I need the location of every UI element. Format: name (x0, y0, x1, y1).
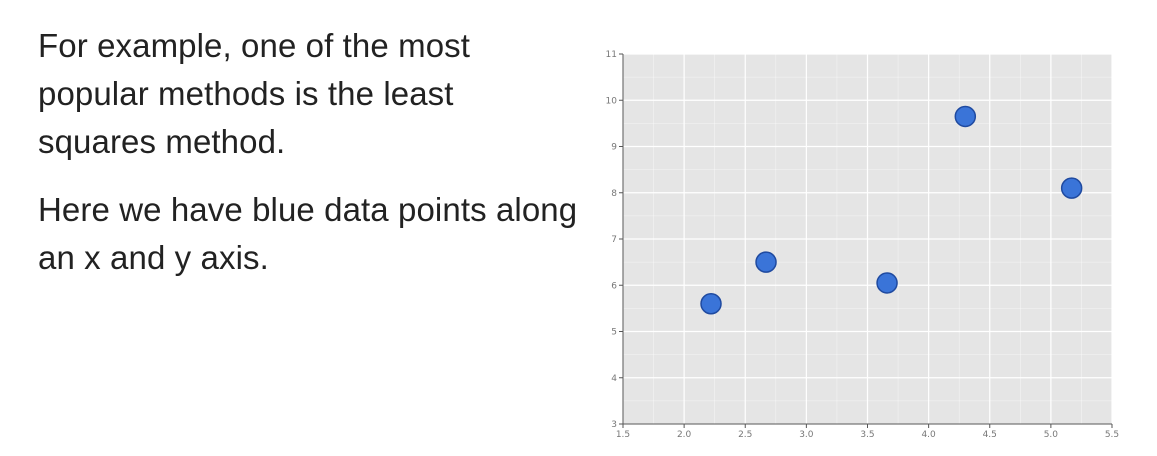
x-tick-label: 2.0 (677, 430, 692, 440)
data-point (954, 105, 977, 128)
y-tick-label: 6 (611, 281, 617, 291)
data-point (876, 272, 898, 294)
y-tick-label: 8 (611, 189, 617, 199)
x-tick-label: 4.5 (983, 430, 997, 440)
paragraph-least-squares: For example, one of the most popular met… (38, 27, 471, 160)
y-tick-label: 9 (611, 143, 617, 153)
y-tick-label: 3 (611, 420, 617, 430)
data-point (1060, 177, 1083, 199)
slide-text: For example, one of the most popular met… (38, 22, 578, 302)
tick-labels: 1.5 2.0 2.5 3.0 3.5 4.0 4.5 5.0 5.5 3 4 5 6 7 8 9 10 11 (606, 50, 1120, 440)
x-tick-label: 4.0 (921, 430, 936, 440)
y-tick-label: 4 (611, 374, 617, 384)
data-points (700, 105, 1083, 315)
y-tick-label: 11 (606, 50, 617, 60)
scatter-chart: 1.5 2.0 2.5 3.0 3.5 4.0 4.5 5.0 5.5 3 4 5 6 7 8 9 10 11 (590, 40, 1130, 450)
axes (619, 53, 1113, 428)
data-point (755, 251, 777, 273)
paragraph-blue-points: Here we have blue data points along an x… (38, 191, 578, 276)
y-tick-label: 10 (606, 96, 618, 106)
x-tick-label: 5.5 (1105, 430, 1119, 440)
x-tick-label: 5.0 (1044, 430, 1059, 440)
scatter-chart-svg: 1.5 2.0 2.5 3.0 3.5 4.0 4.5 5.0 5.5 3 4 5 6 7 8 9 10 11 (606, 50, 1120, 440)
x-tick-label: 1.5 (616, 430, 630, 440)
y-tick-label: 7 (611, 235, 617, 245)
x-tick-label: 3.5 (860, 430, 874, 440)
x-tick-label: 3.0 (799, 430, 814, 440)
y-tick-label: 5 (611, 328, 617, 338)
x-tick-label: 2.5 (738, 430, 752, 440)
data-point (700, 293, 722, 315)
